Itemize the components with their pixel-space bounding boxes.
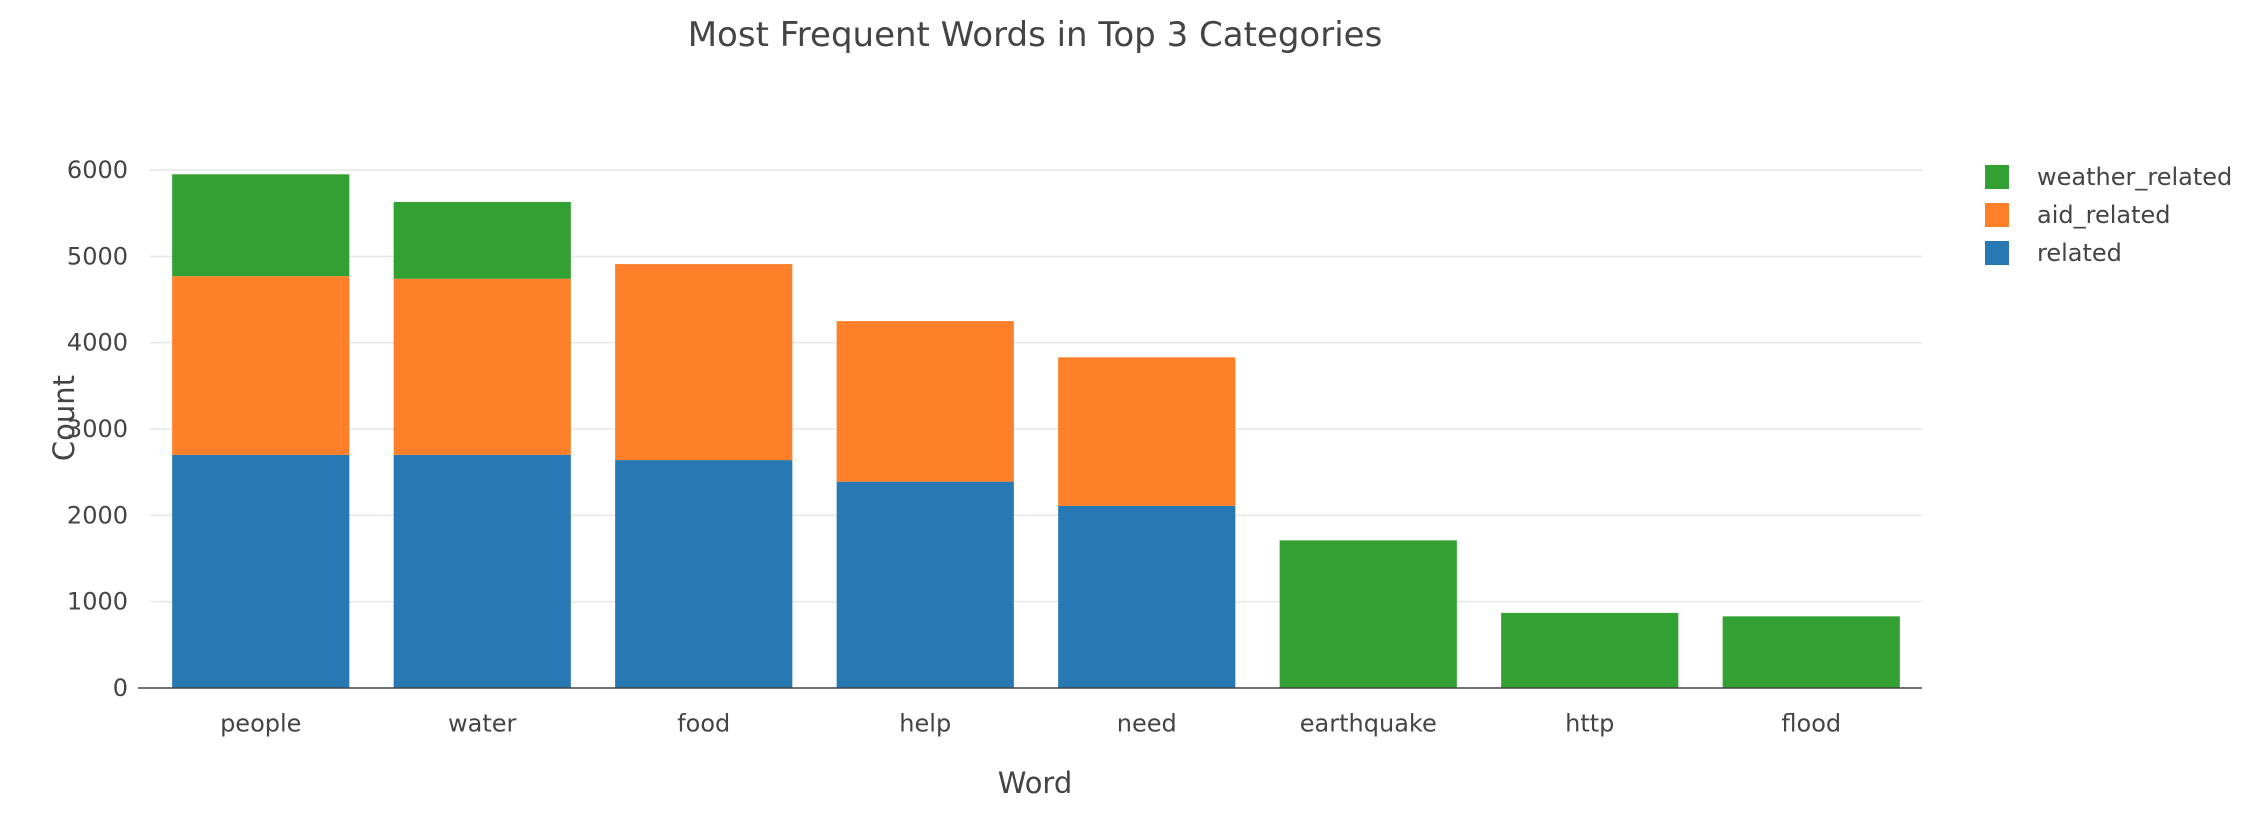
bar-water-related	[393, 454, 571, 688]
y-tick-label: 3000	[67, 415, 128, 443]
axes: 0 1000 2000 3000 4000 5000 6000 people water food…	[67, 156, 1922, 738]
y-tick-label: 0	[113, 674, 128, 702]
bar-people-aid_related	[172, 276, 350, 455]
bar-http-weather_related	[1501, 612, 1679, 688]
y-tick-label: 5000	[67, 242, 128, 270]
bar-flood-weather_related	[1722, 616, 1900, 688]
y-tick-label: 6000	[67, 156, 128, 184]
legend-swatch-aid_related[interactable]	[1985, 203, 2009, 227]
bar-earthquake-weather_related	[1279, 540, 1457, 688]
bar-water-aid_related	[393, 278, 571, 455]
x-tick-label-help: help	[899, 710, 951, 738]
bar-people-weather_related	[172, 174, 350, 277]
bar-people-related	[172, 454, 350, 688]
bar-help-related	[836, 481, 1014, 688]
legend-label-weather_related[interactable]: weather_related	[2037, 163, 2232, 191]
bar-need-aid_related	[1058, 357, 1236, 506]
legend-swatch-related[interactable]	[1985, 241, 2009, 265]
x-tick-label-flood: flood	[1781, 710, 1841, 738]
x-tick-label-earthquake: earthquake	[1300, 710, 1437, 738]
legend-label-aid_related[interactable]: aid_related	[2037, 201, 2171, 229]
bars	[172, 174, 1900, 688]
bar-water-weather_related	[393, 201, 571, 279]
x-tick-label-people: people	[220, 710, 301, 738]
y-tick-label: 1000	[67, 588, 128, 616]
legend-swatch-weather_related[interactable]	[1985, 165, 2009, 189]
y-axis-title: Count	[47, 375, 81, 461]
bar-help-aid_related	[836, 321, 1014, 482]
y-tick-label: 4000	[67, 329, 128, 357]
x-tick-label-http: http	[1565, 710, 1614, 738]
legend-label-related[interactable]: related	[2037, 239, 2122, 267]
x-tick-label-water: water	[448, 710, 517, 738]
x-tick-label-need: need	[1117, 710, 1177, 738]
bar-food-aid_related	[615, 264, 793, 461]
bar-food-related	[615, 460, 793, 688]
chart-title: Most Frequent Words in Top 3 Categories	[688, 15, 1383, 55]
x-axis-title: Word	[998, 766, 1073, 800]
y-tick-label: 2000	[67, 501, 128, 529]
bar-need-related	[1058, 505, 1236, 688]
x-tick-label-food: food	[677, 710, 730, 738]
